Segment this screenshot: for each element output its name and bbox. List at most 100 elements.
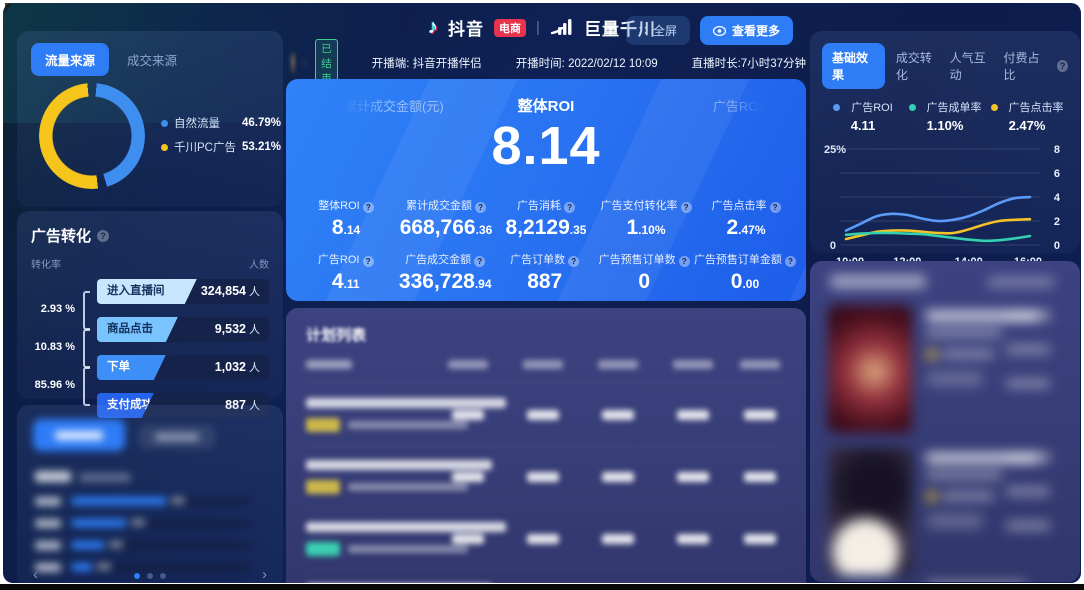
blurred-block [1006, 311, 1050, 320]
carousel-prev-icon[interactable]: ‹ [33, 566, 38, 583]
view-more-button[interactable]: 查看更多 [699, 16, 793, 45]
live-start-time: 开播时间: 2022/02/12 10:09 [515, 58, 658, 70]
blurred-block [926, 311, 1038, 321]
live-session-info: 已结束 开播端: 抖音开播伴侣 开播时间: 2022/02/12 10:09 直… [292, 38, 806, 88]
blurred-block [306, 460, 492, 470]
info-icon[interactable]: ? [362, 256, 374, 267]
info-icon[interactable]: ? [474, 256, 486, 267]
effect-trend-panel: 基础效果 成交转化 人气互动 付费占比? 广告ROI 4.11 广告成单率 1.10% 广告点… [810, 31, 1080, 268]
blurred-block [306, 522, 506, 532]
funnel-count-unit: 人 [249, 324, 260, 336]
metric-value: 0 [638, 270, 651, 293]
blurred-block [35, 497, 61, 506]
legend-label: 自然流量 [174, 118, 220, 130]
blurred-block [602, 410, 634, 420]
carousel-dot[interactable] [147, 573, 153, 579]
metric-广告订单数: 广告订单数 ? 887 [495, 251, 594, 294]
funnel-rate-bracket [83, 329, 90, 368]
blurred-block [71, 519, 127, 527]
fullscreen-button[interactable]: ∷ 全屏 [625, 16, 690, 45]
header-buttons: ∷ 全屏 查看更多 [625, 16, 793, 45]
blurred-block [744, 534, 776, 544]
carousel-item-gmv[interactable]: 累计成交金额(元) [344, 99, 444, 114]
metric-value: 887 [527, 270, 563, 293]
metric-label: 广告消耗 ? [496, 197, 596, 213]
blurred-block [926, 371, 984, 387]
legend-value: 46.79% [242, 117, 282, 129]
metric-label: 广告点击率 ? [696, 197, 796, 213]
carousel-dot[interactable] [160, 573, 166, 579]
metric-value-decimal: .11 [343, 277, 360, 291]
overall-roi-value: 8.14 [491, 116, 601, 176]
ecommerce-badge: 电商 [494, 18, 527, 37]
dashboard-background: ♪ 抖音 电商 | 巨量千川 ∷ 全屏 [3, 3, 1081, 583]
line-series-广告成单率 [844, 231, 1032, 243]
funnel-count: 1,032 人 [214, 360, 260, 374]
info-icon[interactable]: ? [785, 256, 796, 267]
avatar [292, 52, 294, 74]
badge-dot [926, 349, 937, 360]
info-icon[interactable]: ? [97, 229, 110, 242]
info-icon[interactable]: ? [678, 256, 690, 267]
tab-付费占比[interactable]: 付费占比 [1003, 51, 1040, 82]
metric-value: 2.47% [726, 216, 766, 239]
badge-dot [926, 491, 937, 502]
tab-流量来源[interactable]: 流量来源 [31, 43, 110, 76]
blurred-block [97, 563, 111, 570]
funnel-count-unit: 人 [249, 362, 260, 374]
blurred-block [523, 360, 563, 369]
carousel-item-roi[interactable]: 整体ROI [517, 98, 575, 115]
carousel-item-ad-roi[interactable]: 广告ROI [712, 99, 762, 114]
info-icon[interactable]: ? [564, 202, 576, 213]
info-icon[interactable]: ? [769, 202, 781, 213]
product-thumbnail [828, 447, 912, 575]
tab-基础效果[interactable]: 基础效果 [822, 43, 885, 89]
row-divider [306, 446, 786, 447]
metric-广告支付转化率: 广告支付转化率 ? 1.10% [596, 197, 696, 240]
funnel-bar-fill: 商品点击 [97, 317, 178, 342]
blurred-block [35, 541, 61, 550]
tab-人气互动[interactable]: 人气互动 [949, 51, 986, 82]
blurred-block [348, 545, 468, 553]
effect-legend-广告点击率: 广告点击率 2.47% [986, 99, 1068, 133]
metric-value: 0.00 [730, 270, 760, 293]
row-divider [306, 508, 786, 509]
funnel-step-下单: 下单 1,032 人 [97, 355, 269, 380]
funnel-count-unit: 人 [249, 286, 260, 298]
info-icon[interactable]: ? [568, 256, 580, 267]
svg-text:4: 4 [1054, 192, 1061, 204]
blurred-block [602, 472, 634, 482]
metric-label: 广告订单数 ? [495, 251, 594, 267]
qianchuan-bars-icon [550, 18, 574, 38]
carousel-dots[interactable] [17, 573, 283, 579]
blurred-block [171, 497, 185, 504]
ad-material-panel-blurred: ‹ › [17, 405, 283, 583]
carousel-next-icon[interactable]: › [262, 566, 267, 583]
legend-value: 2.47% [1008, 118, 1046, 133]
metric-value: 8,2129.35 [505, 216, 587, 239]
blurred-block [109, 541, 123, 548]
brand-divider: | [536, 19, 540, 36]
carousel-dot-active[interactable] [134, 573, 140, 579]
account-name-blurred [301, 57, 308, 69]
blurred-block [71, 541, 105, 549]
info-icon[interactable]: ? [1057, 60, 1069, 72]
metric-value-decimal: .14 [343, 223, 361, 237]
svg-text:25%: 25% [824, 144, 846, 156]
funnel-count-unit: 人 [249, 400, 260, 412]
blurred-block [602, 534, 634, 544]
tab-成交来源[interactable]: 成交来源 [127, 54, 178, 68]
info-icon[interactable]: ? [475, 202, 487, 213]
blurred-block [71, 520, 251, 527]
info-icon[interactable]: ? [680, 202, 692, 213]
traffic-source-tabs: 流量来源 成交来源 [31, 43, 187, 76]
metric-value-decimal: .36 [475, 223, 493, 237]
tab-成交转化[interactable]: 成交转化 [895, 51, 932, 82]
traffic-donut-chart [39, 83, 145, 189]
blurred-block [131, 519, 145, 526]
blurred-block [1006, 521, 1050, 530]
blurred-block [306, 542, 340, 556]
info-icon[interactable]: ? [362, 202, 374, 213]
product-feed-blurred-content [810, 261, 1080, 582]
effect-tabs: 基础效果 成交转化 人气互动 付费占比? [822, 43, 1069, 89]
